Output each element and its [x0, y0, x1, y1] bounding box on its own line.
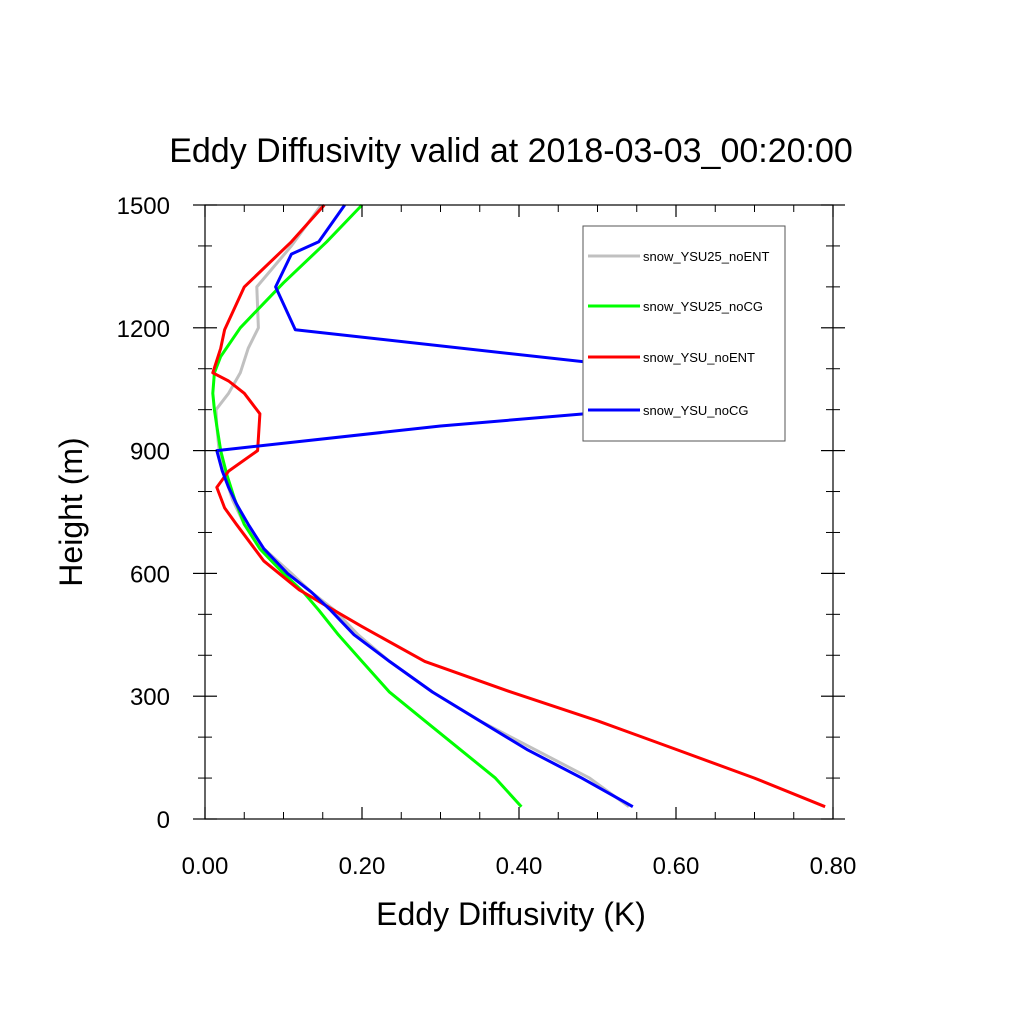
legend-label-1: snow_YSU25_noENT [643, 249, 770, 264]
legend-label-3: snow_YSU_noENT [643, 350, 755, 365]
legend: snow_YSU25_noENT snow_YSU25_noCG snow_YSU_… [582, 225, 786, 442]
axis-ticks [193, 204, 845, 820]
x-tick-label: 0.80 [810, 853, 857, 880]
y-tick-label: 300 [130, 684, 170, 711]
plot-lines [211, 203, 826, 809]
tick-labels: 0.00 0.20 0.40 0.60 0.80 0 300 600 900 1200 1500 [117, 193, 857, 880]
legend-label-4: snow_YSU_noCG [643, 403, 749, 418]
y-axis-label: Height (m) [53, 437, 89, 586]
series-line-4 [215, 204, 686, 809]
series-line-3 [211, 204, 826, 809]
x-tick-label: 0.40 [496, 853, 543, 880]
y-tick-label: 1500 [117, 193, 170, 220]
legend-label-2: snow_YSU25_noCG [643, 299, 763, 314]
x-tick-label: 0.60 [653, 853, 700, 880]
y-tick-label: 600 [130, 561, 170, 588]
x-tick-label: 0.00 [182, 853, 229, 880]
x-tick-label: 0.20 [339, 853, 386, 880]
y-tick-label: 1200 [117, 316, 170, 343]
y-tick-label: 0 [157, 807, 170, 834]
y-tick-label: 900 [130, 439, 170, 466]
x-axis-label: Eddy Diffusivity (K) [376, 896, 646, 932]
legend-box [582, 225, 786, 442]
chart-title: Eddy Diffusivity valid at 2018-03-03_00:… [169, 132, 853, 170]
